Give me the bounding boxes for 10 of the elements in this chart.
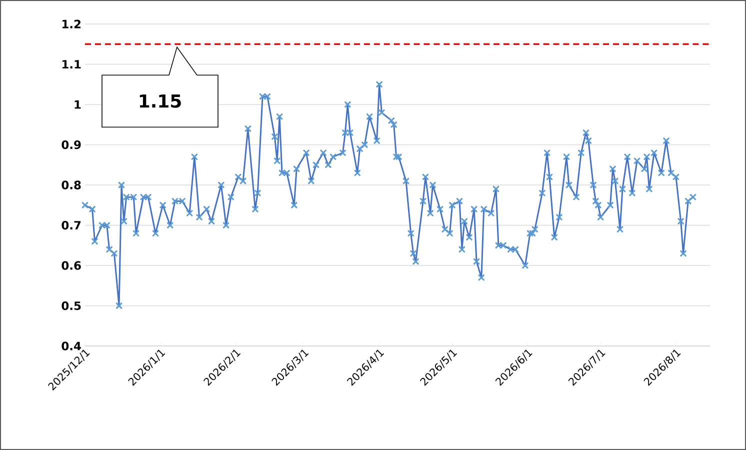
y-tick-label: 0.9 xyxy=(62,140,81,150)
y-tick-label: 1 xyxy=(74,100,81,109)
y-tick-label: 1.1 xyxy=(62,60,81,68)
ref-line-label: 1.15 xyxy=(140,94,181,108)
y-tick-label: 0.4 xyxy=(62,342,81,350)
y-tick-label: 1.2 xyxy=(62,20,80,28)
y-tick-label: 0.8 xyxy=(62,180,81,190)
y-tick-label: 0.5 xyxy=(62,301,81,310)
y-tick-label: 0.7 xyxy=(62,220,81,230)
y-tick-label: 0.6 xyxy=(62,261,81,270)
